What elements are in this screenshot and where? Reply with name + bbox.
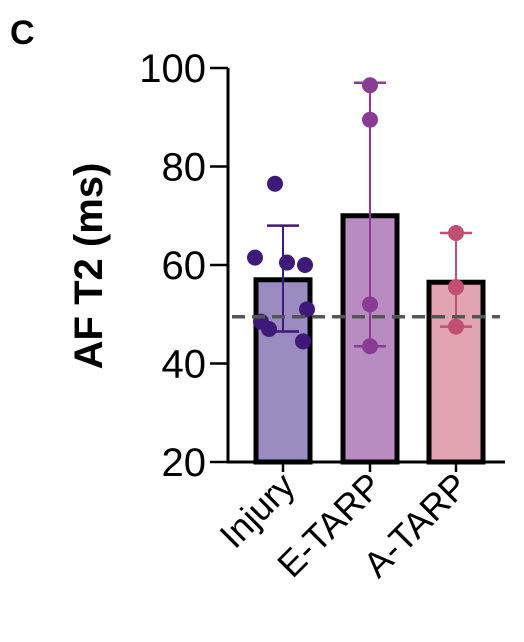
points-layer [247, 77, 464, 355]
y-tick-label-60: 60 [162, 244, 207, 288]
y-ticks: 20 40 60 80 100 [139, 47, 228, 485]
data-point-injury-4 [299, 301, 315, 318]
y-tick-label-80: 80 [162, 146, 207, 190]
data-point-e-tarp-0 [362, 77, 378, 94]
data-point-injury-0 [267, 175, 283, 192]
y-axis-label: AF T2 (ms) [67, 163, 111, 370]
data-point-a-tarp-1 [448, 279, 464, 296]
data-point-e-tarp-3 [362, 338, 378, 355]
data-point-a-tarp-0 [448, 224, 464, 241]
y-tick-label-20: 20 [162, 441, 207, 485]
panel-letter: C [10, 14, 35, 52]
data-point-injury-3 [297, 257, 313, 273]
data-point-e-tarp-1 [362, 111, 378, 128]
data-point-injury-7 [261, 321, 277, 338]
data-point-e-tarp-2 [362, 296, 378, 313]
y-tick-label-40: 40 [162, 343, 207, 387]
data-point-injury-1 [247, 249, 263, 266]
y-tick-label-100: 100 [139, 47, 206, 91]
data-point-a-tarp-2 [448, 318, 464, 335]
data-point-injury-2 [279, 254, 295, 271]
data-point-injury-6 [295, 333, 311, 350]
